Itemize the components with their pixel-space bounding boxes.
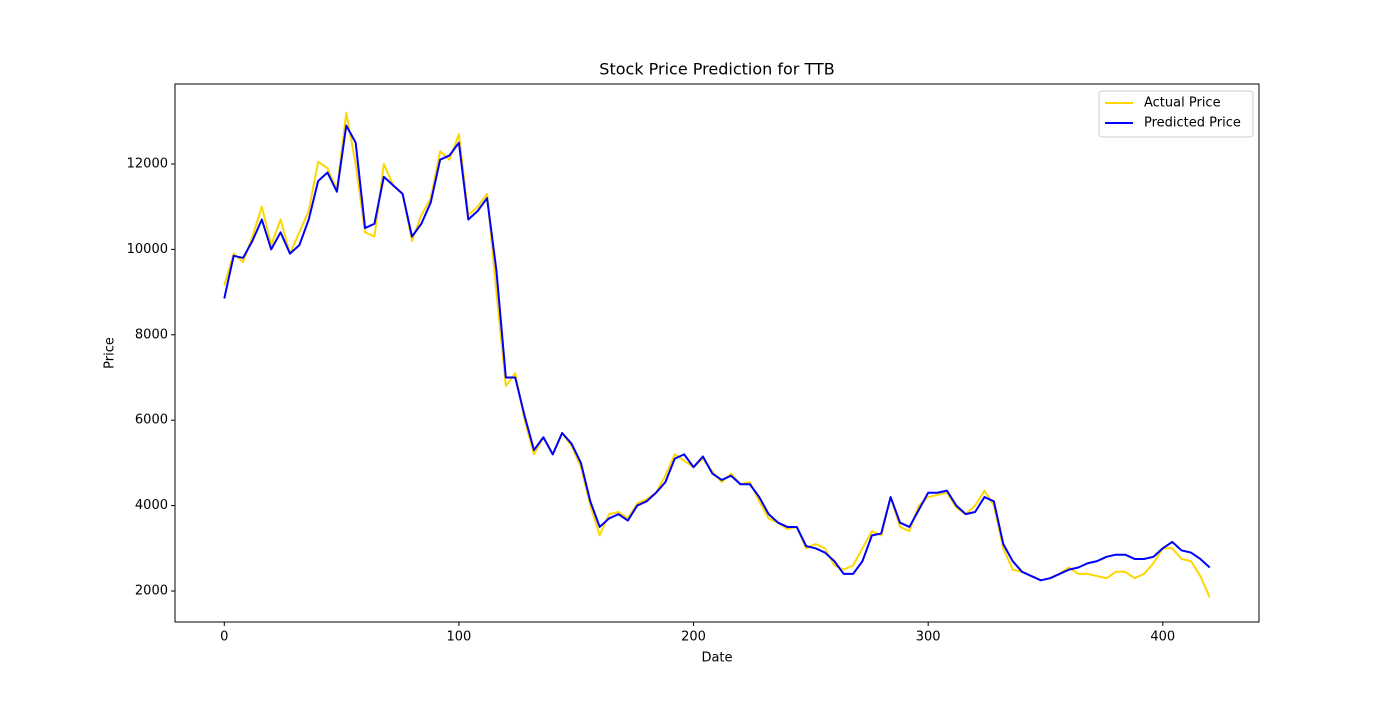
legend-label: Predicted Price <box>1144 116 1241 131</box>
x-axis-label: Date <box>701 651 732 666</box>
x-tick-label: 400 <box>1150 630 1175 645</box>
y-tick-label: 4000 <box>135 498 168 513</box>
y-tick-label: 6000 <box>135 413 168 428</box>
y-tick-label: 10000 <box>127 242 168 257</box>
y-tick-label: 8000 <box>135 327 168 342</box>
y-tick-label: 2000 <box>135 583 168 598</box>
x-tick-label: 0 <box>220 630 228 645</box>
x-tick-label: 100 <box>446 630 471 645</box>
plot-frame <box>174 83 1260 623</box>
series-line <box>223 111 1211 598</box>
x-tick-label: 300 <box>916 630 941 645</box>
legend-label: Actual Price <box>1144 96 1221 111</box>
y-axis-label: Price <box>103 337 118 369</box>
legend-box <box>1098 90 1254 138</box>
chart-title: Stock Price Prediction for TTB <box>599 60 834 79</box>
x-tick-label: 200 <box>681 630 706 645</box>
y-tick-label: 12000 <box>127 156 168 171</box>
series-line <box>223 124 1211 582</box>
